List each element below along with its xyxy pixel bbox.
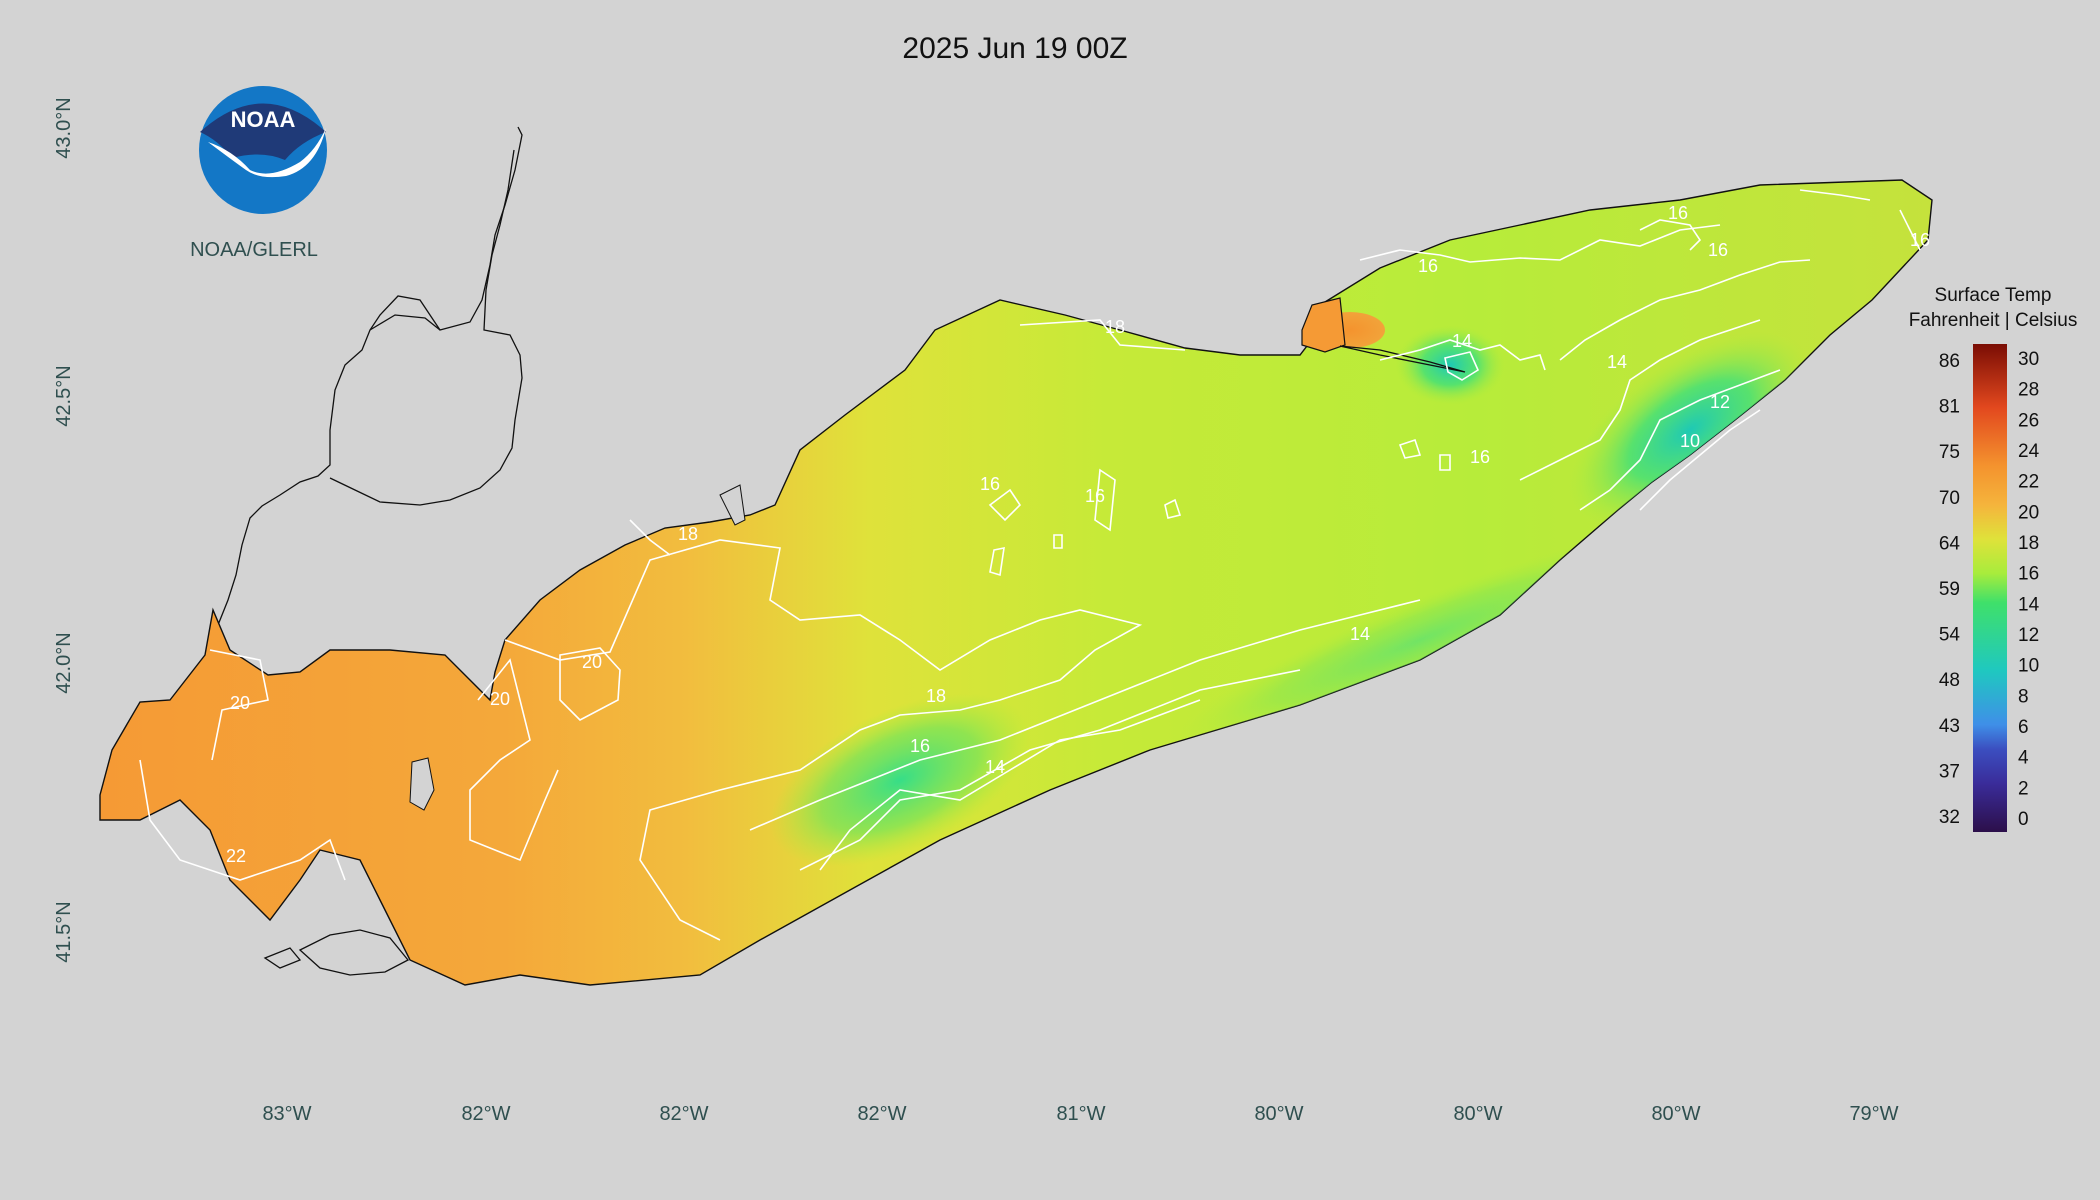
celsius-tick-label: 12 [2018, 625, 2039, 646]
celsius-tick-label: 14 [2018, 594, 2040, 615]
latitude-label: 43.0°N [53, 97, 75, 158]
contour-label: 14 [1607, 352, 1627, 372]
contour-label: 14 [1452, 331, 1472, 351]
org-label: NOAA/GLERL [190, 239, 318, 261]
celsius-tick-label: 8 [2018, 686, 2029, 707]
celsius-tick-label: 2 [2018, 778, 2029, 799]
contour-label: 16 [1470, 447, 1490, 467]
fahrenheit-tick-label: 81 [1939, 397, 1960, 418]
fahrenheit-tick-label: 43 [1939, 716, 1960, 737]
fahrenheit-tick-label: 59 [1939, 579, 1960, 600]
celsius-tick-label: 0 [2018, 809, 2029, 830]
celsius-tick-label: 10 [2018, 656, 2039, 677]
contour-labels: 20 22 20 20 18 18 16 16 18 16 14 16 16 1… [226, 203, 1930, 866]
celsius-tick-label: 28 [2018, 380, 2039, 401]
longitude-label: 80°W [1254, 1103, 1303, 1125]
longitude-label: 82°W [659, 1103, 708, 1125]
map-title: 2025 Jun 19 00Z [902, 32, 1127, 65]
celsius-tick-label: 22 [2018, 472, 2039, 493]
contour-label: 16 [910, 736, 930, 756]
celsius-tick-label: 18 [2018, 533, 2039, 554]
fahrenheit-tick-label: 70 [1939, 488, 1960, 509]
contour-label: 18 [678, 524, 698, 544]
celsius-tick-label: 30 [2018, 349, 2039, 370]
temperature-contours [139, 189, 1921, 941]
contour-label: 14 [985, 757, 1005, 777]
contour-label: 16 [1708, 240, 1728, 260]
fahrenheit-tick-label: 32 [1939, 807, 1960, 828]
celsius-tick-label: 4 [2018, 748, 2029, 769]
latitude-axis: 43.0°N 42.5°N 42.0°N 41.5°N [53, 97, 75, 962]
celsius-tick-label: 16 [2018, 564, 2039, 585]
lake-erie-surface [99, 179, 1933, 986]
contour-label: 18 [926, 686, 946, 706]
contour-label: 18 [1105, 317, 1125, 337]
fahrenheit-tick-label: 86 [1939, 351, 1960, 372]
fahrenheit-tick-label: 48 [1939, 670, 1960, 691]
fahrenheit-tick-label: 54 [1939, 625, 1961, 646]
longitude-label: 79°W [1849, 1103, 1898, 1125]
contour-label: 22 [226, 846, 246, 866]
celsius-tick-label: 24 [2018, 441, 2040, 462]
legend-title: Surface Temp [1935, 285, 2052, 306]
longitude-label: 80°W [1651, 1103, 1700, 1125]
contour-label: 20 [490, 689, 510, 709]
contour-label: 16 [1085, 486, 1105, 506]
noaa-logo: NOAA [199, 86, 327, 214]
celsius-tick-label: 20 [2018, 502, 2039, 523]
longitude-label: 81°W [1056, 1103, 1105, 1125]
longitude-label: 80°W [1453, 1103, 1502, 1125]
temperature-legend: Surface Temp Fahrenheit | Celsius 868175… [1909, 285, 2078, 832]
latitude-label: 42.5°N [53, 365, 75, 426]
fahrenheit-tick-label: 75 [1939, 442, 1960, 463]
contour-label: 16 [1668, 203, 1688, 223]
contour-label: 12 [1710, 392, 1730, 412]
celsius-tick-label: 6 [2018, 717, 2029, 738]
contour-label: 14 [1350, 624, 1370, 644]
contour-label: 20 [582, 652, 602, 672]
legend-colorbar [1973, 344, 2007, 832]
latitude-label: 41.5°N [53, 901, 75, 962]
latitude-label: 42.0°N [53, 632, 75, 693]
contour-label: 10 [1680, 431, 1700, 451]
longitude-label: 83°W [262, 1103, 311, 1125]
legend-subtitle: Fahrenheit | Celsius [1909, 310, 2078, 331]
contour-label: 16 [980, 474, 1000, 494]
fahrenheit-tick-label: 64 [1939, 533, 1961, 554]
contour-label: 16 [1418, 256, 1438, 276]
contour-label: 20 [230, 693, 250, 713]
fahrenheit-ticks: 86 81 75 70 64 59 54 48 43 37 32 [1939, 351, 1961, 828]
noaa-logo-text: NOAA [231, 107, 296, 132]
fahrenheit-tick-label: 37 [1939, 761, 1960, 782]
longitude-label: 82°W [461, 1103, 510, 1125]
celsius-tick-label: 26 [2018, 410, 2039, 431]
longitude-label: 82°W [857, 1103, 906, 1125]
contour-label: 16 [1910, 230, 1930, 250]
longitude-axis: 83°W 82°W 82°W 82°W 81°W 80°W 80°W 80°W … [262, 1103, 1898, 1125]
